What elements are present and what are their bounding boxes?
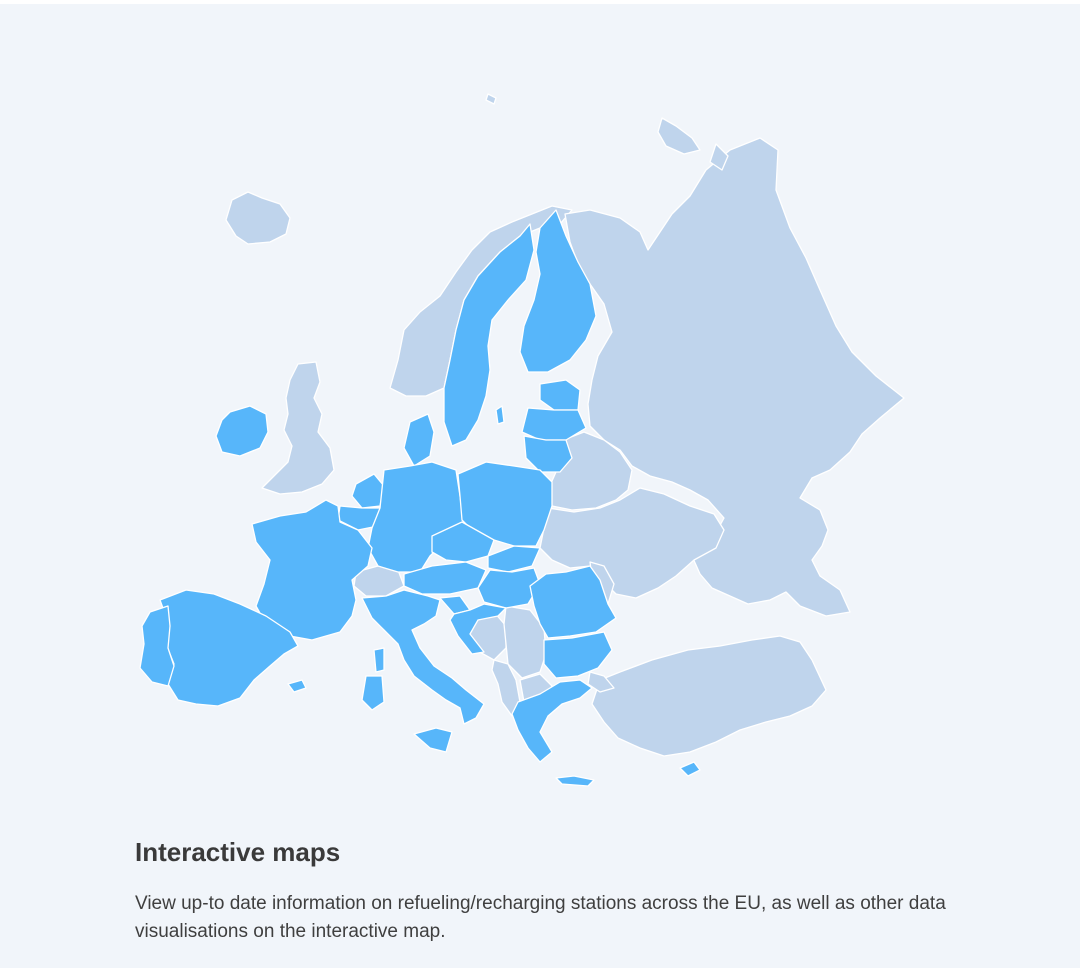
map-region-latvia[interactable] [521,407,587,441]
map-region-czechia[interactable] [431,521,495,563]
map-region-finland[interactable] [519,209,597,373]
map-region-jan-mayen[interactable] [485,93,497,105]
map-region-ukraine[interactable] [539,487,725,599]
info-section: Interactive maps View up-to date informa… [135,832,965,946]
map-region-svalbard[interactable] [657,117,701,155]
map-region-bulgaria[interactable] [543,631,613,679]
section-title: Interactive maps [135,837,341,867]
map-region-montenegro-albania[interactable] [491,659,521,717]
map-region-novaya-zemlya[interactable] [709,143,729,171]
map-region-greece[interactable] [511,679,593,763]
map-region-france[interactable] [251,499,373,641]
map-region-romania[interactable] [529,565,617,639]
map-region-sweden[interactable] [443,223,535,447]
europe-map[interactable] [120,80,940,800]
map-region-gotland[interactable] [495,405,505,425]
map-region-corsica[interactable] [373,647,385,673]
map-region-lithuania[interactable] [523,435,573,473]
map-region-denmark[interactable] [403,413,435,467]
map-region-estonia[interactable] [539,379,581,411]
map-region-balearic[interactable] [287,679,307,693]
map-region-sicily[interactable] [413,727,453,753]
map-region-italy[interactable] [361,589,485,725]
map-region-serbia[interactable] [503,605,547,679]
map-region-slovakia[interactable] [487,545,541,573]
map-region-sardinia[interactable] [361,675,385,711]
map-region-crete[interactable] [555,775,595,787]
top-strip [0,0,1080,4]
map-region-iceland[interactable] [225,191,291,245]
map-region-turkey-thrace[interactable] [587,671,615,693]
map-region-poland[interactable] [457,461,553,547]
map-region-united-kingdom[interactable] [261,361,335,495]
eu-countries [139,209,701,787]
map-region-netherlands[interactable] [351,473,385,509]
map-region-turkey[interactable] [591,635,827,757]
map-region-ireland[interactable] [215,405,269,457]
map-region-croatia[interactable] [449,603,507,655]
map-region-cyprus[interactable] [679,761,701,777]
section-description: View up-to date information on refueling… [135,893,946,942]
map-region-portugal[interactable] [139,605,175,687]
